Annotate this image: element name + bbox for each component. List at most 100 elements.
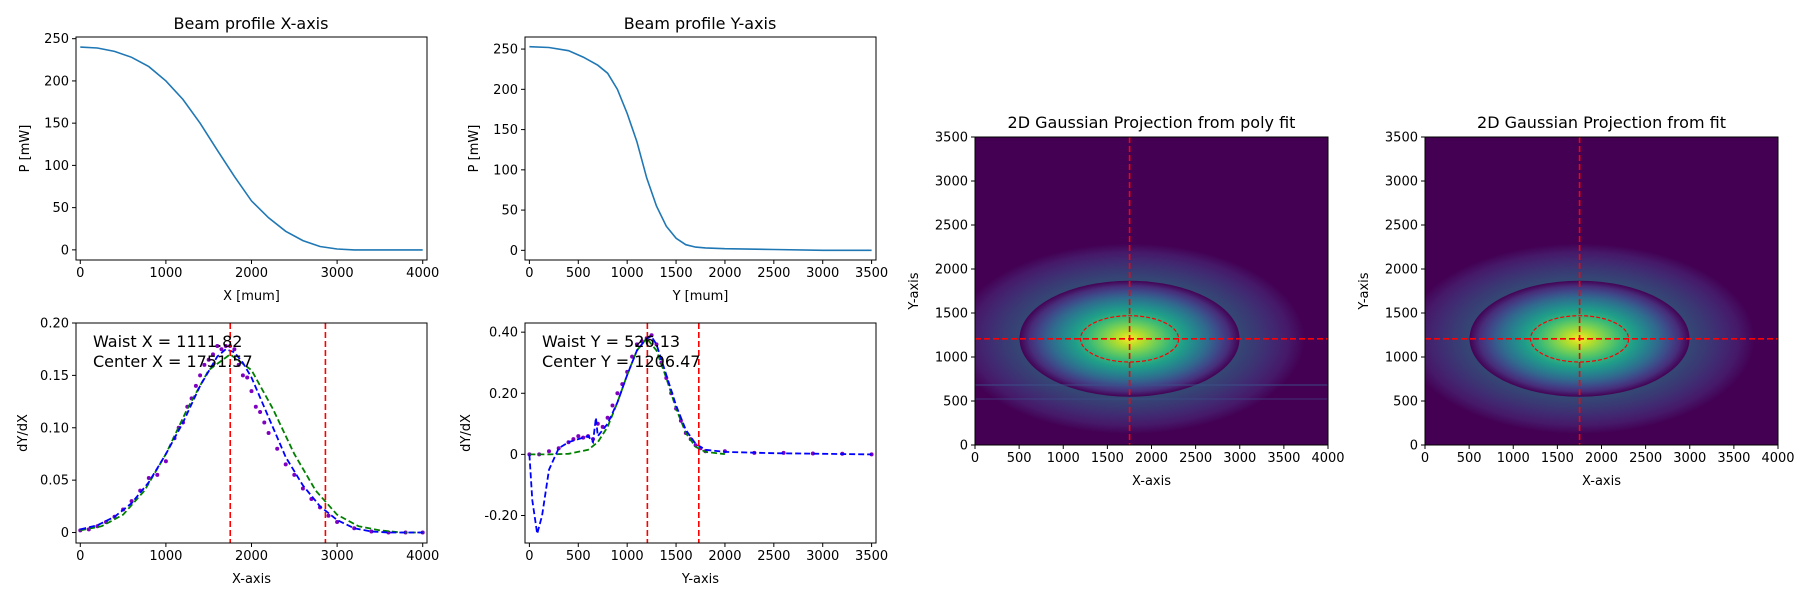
x-tick-label: 0 [1421, 451, 1429, 466]
x-tick-label: 4000 [406, 549, 439, 564]
waist-ellipse [1529, 315, 1630, 363]
data-point [266, 431, 271, 435]
data-point [202, 362, 207, 367]
x-tick-label: 500 [1457, 451, 1482, 466]
poly-fit-line [80, 348, 423, 534]
y-tick-label: 1000 [1385, 351, 1418, 366]
chart-title: 2D Gaussian Projection from poly fit [1008, 113, 1296, 132]
data-point [198, 373, 203, 378]
y-tick-label: 3000 [1385, 175, 1418, 190]
data-point [335, 520, 340, 524]
x-axis-label: Y [mum] [672, 289, 729, 304]
x-tick-label: 1500 [1541, 451, 1574, 466]
x-tick-label: 2000 [1585, 451, 1618, 466]
chart-title: Beam profile X-axis [174, 14, 329, 33]
x-tick-label: 1000 [611, 266, 644, 281]
data-point [275, 446, 280, 451]
x-tick-label: 3500 [1717, 451, 1750, 466]
data-point [193, 383, 198, 388]
y-tick-label: 1000 [935, 351, 968, 366]
data-point [283, 462, 288, 467]
x-tick-label: 500 [566, 266, 591, 281]
x-axis-label: X [mum] [223, 289, 280, 304]
data-point [630, 354, 635, 359]
x-tick-label: 500 [566, 549, 591, 564]
x-tick-label: 0 [76, 549, 84, 564]
chart-gaussian-poly-fit: 2D Gaussian Projection from poly fit 0 50… [907, 113, 1345, 489]
data-point [232, 347, 237, 352]
x-tick-label: 3500 [855, 266, 888, 281]
annotation-center-y: Center Y = 1206.47 [542, 352, 700, 371]
x-tick-label: 2000 [1135, 451, 1168, 466]
chart-title: Beam profile Y-axis [624, 14, 777, 33]
y-tick-label: 2500 [935, 219, 968, 234]
y-tick-label: 200 [493, 83, 518, 98]
y-tick-label: 100 [44, 159, 69, 174]
y-tick-label: -0.20 [484, 509, 518, 524]
x-tick-label: 4000 [1311, 451, 1344, 466]
data-point [155, 472, 160, 477]
heatmap-artifact-band [975, 384, 1328, 386]
gaussian-fit-line [80, 353, 423, 534]
annotation-waist-x: Waist X = 1111.82 [93, 332, 242, 351]
x-tick-label: 0 [971, 451, 979, 466]
x-tick-label: 3500 [1267, 451, 1300, 466]
plot-frame [524, 322, 877, 544]
x-axis-label: Y-axis [681, 572, 719, 587]
y-tick-label: 100 [493, 163, 518, 178]
y-tick-label: 0.40 [489, 326, 518, 341]
y-tick-label: 1500 [1385, 307, 1418, 322]
x-tick-label: 1000 [1047, 451, 1080, 466]
x-tick-label: 2500 [1629, 451, 1662, 466]
y-tick-label: 1500 [935, 307, 968, 322]
x-tick-label: 2000 [708, 266, 741, 281]
fit-overlay [1425, 137, 1778, 445]
axis-ticks: 0 500 1000 1500 2000 2500 3000 3500 0 50 100 150 200… [493, 43, 888, 281]
chart-title: 2D Gaussian Projection from fit [1477, 113, 1726, 132]
series-line [80, 46, 423, 251]
x-tick-label: 1000 [149, 549, 182, 564]
x-axis-label: X-axis [1132, 474, 1171, 489]
x-tick-label: 3000 [321, 549, 354, 564]
x-tick-label: 1500 [1091, 451, 1124, 466]
x-tick-label: 3000 [1673, 451, 1706, 466]
y-tick-label: 0.05 [40, 474, 69, 489]
x-tick-label: 1000 [611, 549, 644, 564]
series-layer [80, 46, 423, 251]
data-point [223, 344, 228, 348]
data-point [245, 375, 250, 380]
data-point [649, 333, 654, 338]
data-point [219, 347, 224, 352]
axis-ticks: 0 1000 2000 3000 4000 0 0.05 0.10 0.15 0.20 [40, 317, 439, 565]
x-tick-label: 500 [1007, 451, 1032, 466]
axis-ticks: 0 500 1000 1500 2000 2500 3000 3500 4000 0 500 1000… [1385, 131, 1795, 467]
chart-beam-profile-y: Beam profile Y-axis 0 500 1000 1500 2000 2500… [467, 14, 888, 304]
poly-fit-line [528, 335, 872, 535]
chart-beam-profile-x: Beam profile X-axis 0 1000 2000 3000 4000 0 50… [18, 14, 439, 304]
y-tick-label: 0 [510, 448, 518, 463]
y-tick-label: 0 [960, 439, 968, 454]
chart-gaussian-fit: 2D Gaussian Projection from fit 0 500 1000… [1357, 113, 1795, 489]
x-tick-label: 0 [525, 549, 533, 564]
y-tick-label: 0.15 [40, 369, 69, 384]
annotation-center-x: Center X = 1751.57 [93, 352, 253, 371]
y-axis-label: dY/dX [459, 414, 474, 452]
x-tick-label: 0 [525, 266, 533, 281]
y-tick-label: 0 [510, 244, 518, 259]
data-point [240, 373, 245, 378]
data-point [146, 476, 151, 480]
data-point [547, 449, 551, 454]
y-tick-label: 0.20 [40, 317, 69, 332]
x-tick-label: 1000 [149, 266, 182, 281]
y-axis-label: dY/dX [16, 414, 31, 452]
axis-ticks: 0 500 1000 1500 2000 2500 3000 3500 4000 0 500 1000… [935, 131, 1345, 467]
data-point [249, 389, 254, 394]
data-point [262, 420, 267, 425]
x-tick-label: 2000 [235, 266, 268, 281]
y-tick-label: 3000 [935, 175, 968, 190]
y-tick-label: 0.20 [489, 387, 518, 402]
data-point [215, 344, 220, 348]
plot-frame [75, 322, 428, 544]
y-tick-label: 0.10 [40, 421, 69, 436]
